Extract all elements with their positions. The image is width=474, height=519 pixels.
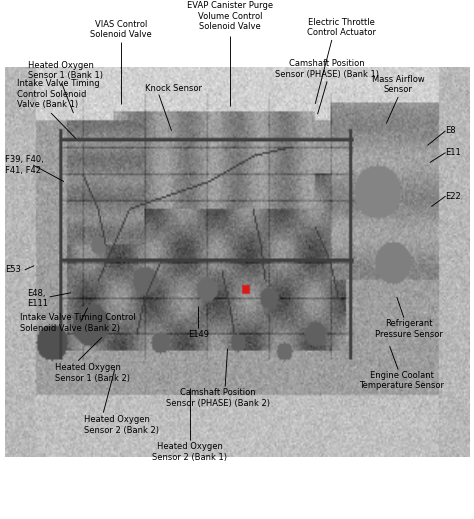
Text: E53: E53 <box>5 265 20 275</box>
Text: Knock Sensor: Knock Sensor <box>145 85 201 93</box>
Text: Heated Oxygen
Sensor 1 (Bank 1): Heated Oxygen Sensor 1 (Bank 1) <box>28 61 103 80</box>
Text: Refrigerant
Pressure Sensor: Refrigerant Pressure Sensor <box>374 319 443 338</box>
Text: Mass Airflow
Sensor: Mass Airflow Sensor <box>372 75 425 94</box>
Text: E22: E22 <box>446 192 461 201</box>
Text: E11: E11 <box>446 148 461 157</box>
Text: Heated Oxygen
Sensor 2 (Bank 1): Heated Oxygen Sensor 2 (Bank 1) <box>152 442 227 461</box>
Text: E48,
E111: E48, E111 <box>27 289 48 308</box>
Text: EVAP Canister Purge
Volume Control
Solenoid Valve: EVAP Canister Purge Volume Control Solen… <box>187 2 273 31</box>
Text: Camshaft Position
Sensor (PHASE) (Bank 2): Camshaft Position Sensor (PHASE) (Bank 2… <box>166 388 270 407</box>
Text: Electric Throttle
Control Actuator: Electric Throttle Control Actuator <box>307 18 376 37</box>
Text: E149: E149 <box>188 330 209 338</box>
Text: Heated Oxygen
Sensor 2 (Bank 2): Heated Oxygen Sensor 2 (Bank 2) <box>84 415 159 434</box>
Text: F39, F40,
F41, F42: F39, F40, F41, F42 <box>5 155 44 175</box>
Text: Intake Valve Timing Control
Solenoid Valve (Bank 2): Intake Valve Timing Control Solenoid Val… <box>20 313 136 333</box>
Text: Engine Coolant
Temperature Sensor: Engine Coolant Temperature Sensor <box>359 371 445 390</box>
Text: Intake Valve Timing
Control Solenoid
Valve (Bank 1): Intake Valve Timing Control Solenoid Val… <box>17 79 99 109</box>
Text: Heated Oxygen
Sensor 1 (Bank 2): Heated Oxygen Sensor 1 (Bank 2) <box>55 363 129 383</box>
Text: Camshaft Position
Sensor (PHASE) (Bank 1): Camshaft Position Sensor (PHASE) (Bank 1… <box>275 60 379 79</box>
Text: VIAS Control
Solenoid Valve: VIAS Control Solenoid Valve <box>90 20 152 39</box>
Text: E8: E8 <box>446 126 456 135</box>
